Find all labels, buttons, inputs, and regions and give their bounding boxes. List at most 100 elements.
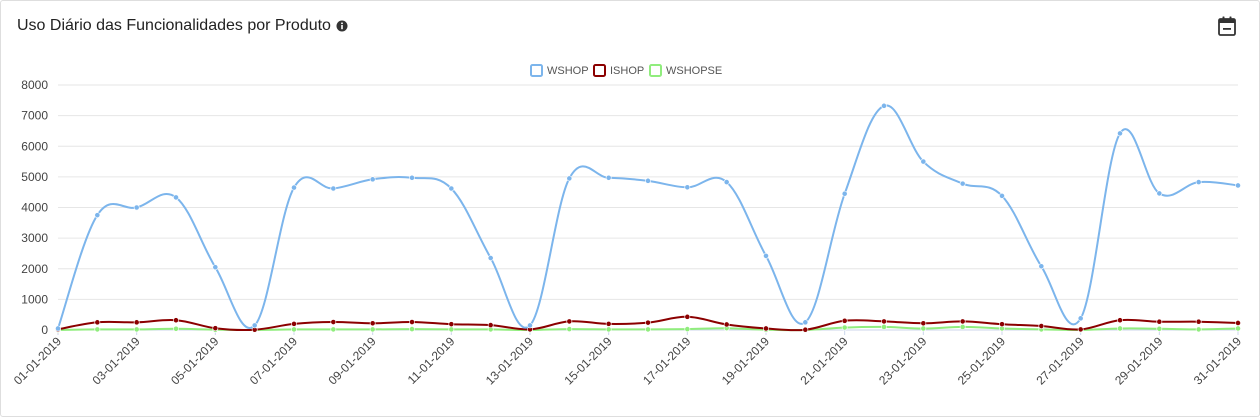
y-tick-label: 1000 [21, 292, 48, 306]
data-point[interactable] [369, 320, 376, 327]
x-tick-label: 23-01-2019 [876, 334, 930, 388]
x-tick-label: 13-01-2019 [483, 334, 537, 388]
data-point[interactable] [1195, 326, 1202, 333]
data-point[interactable] [605, 174, 612, 181]
data-point[interactable] [291, 184, 297, 191]
data-point[interactable] [1117, 317, 1123, 324]
data-point[interactable] [605, 320, 612, 327]
data-point[interactable] [527, 322, 533, 329]
data-point[interactable] [330, 326, 337, 333]
data-point[interactable] [802, 319, 809, 326]
data-point[interactable] [409, 174, 415, 181]
data-point[interactable] [369, 326, 376, 333]
data-point[interactable] [999, 192, 1005, 199]
data-point[interactable] [841, 190, 848, 197]
data-point[interactable] [330, 319, 337, 325]
data-point[interactable] [291, 320, 297, 327]
data-point[interactable] [959, 318, 966, 325]
data-point[interactable] [1038, 263, 1045, 270]
data-point[interactable] [369, 176, 376, 183]
data-point[interactable] [133, 319, 140, 326]
x-tick-label: 05-01-2019 [168, 334, 222, 388]
data-point[interactable] [1156, 318, 1163, 325]
data-point[interactable] [448, 326, 455, 333]
legend-swatch [649, 64, 662, 77]
data-point[interactable] [94, 319, 101, 326]
data-point[interactable] [566, 318, 573, 325]
data-point[interactable] [802, 326, 809, 333]
data-point[interactable] [1117, 130, 1123, 137]
data-point[interactable] [723, 179, 730, 185]
data-point[interactable] [841, 317, 848, 324]
data-point[interactable] [684, 313, 691, 320]
data-point[interactable] [645, 319, 651, 326]
data-point[interactable] [881, 318, 887, 325]
data-point[interactable] [1235, 182, 1241, 189]
calendar-button[interactable] [1217, 15, 1237, 37]
data-point[interactable] [763, 252, 769, 259]
data-point[interactable] [448, 185, 455, 192]
data-point[interactable] [841, 324, 848, 331]
legend-item-wshop[interactable]: WSHOP [530, 64, 589, 77]
data-point[interactable] [1156, 325, 1163, 332]
data-point[interactable] [55, 325, 61, 332]
legend-item-ishop[interactable]: ISHOP [593, 64, 644, 77]
data-point[interactable] [605, 326, 612, 333]
data-point[interactable] [212, 325, 219, 332]
data-point[interactable] [251, 322, 258, 329]
data-point[interactable] [409, 326, 415, 332]
data-point[interactable] [881, 324, 887, 330]
data-point[interactable] [448, 321, 455, 328]
data-point[interactable] [409, 319, 415, 325]
data-point[interactable] [920, 158, 927, 165]
y-tick-label: 3000 [21, 231, 48, 245]
data-point[interactable] [133, 326, 140, 333]
data-point[interactable] [1235, 320, 1241, 326]
data-point[interactable] [173, 194, 179, 201]
series-ishop [55, 313, 1241, 333]
y-tick-label: 2000 [21, 262, 48, 276]
data-point[interactable] [487, 322, 494, 328]
data-point[interactable] [1156, 190, 1163, 197]
data-point[interactable] [566, 326, 573, 332]
x-tick-label: 01-01-2019 [11, 334, 65, 388]
data-point[interactable] [566, 175, 573, 182]
data-point[interactable] [684, 326, 691, 332]
data-point[interactable] [881, 102, 887, 109]
data-point[interactable] [1235, 325, 1241, 332]
data-point[interactable] [763, 325, 769, 332]
data-point[interactable] [173, 325, 179, 332]
legend-swatch [593, 64, 606, 77]
y-tick-label: 0 [41, 323, 48, 337]
data-point[interactable] [330, 185, 337, 192]
data-point[interactable] [920, 325, 927, 332]
data-point[interactable] [684, 184, 691, 191]
data-point[interactable] [1077, 315, 1084, 322]
x-tick-label: 29-01-2019 [1112, 334, 1166, 388]
x-tick-label: 11-01-2019 [405, 334, 458, 387]
data-point[interactable] [920, 320, 927, 327]
info-circle-icon[interactable] [336, 20, 348, 32]
data-point[interactable] [133, 204, 140, 211]
data-point[interactable] [94, 212, 101, 219]
data-point[interactable] [94, 326, 101, 333]
data-point[interactable] [291, 326, 297, 333]
data-point[interactable] [1117, 325, 1123, 332]
data-point[interactable] [1195, 179, 1202, 185]
data-point[interactable] [645, 177, 651, 184]
data-point[interactable] [487, 255, 494, 261]
data-point[interactable] [645, 326, 651, 333]
data-point[interactable] [959, 180, 966, 187]
data-point[interactable] [1077, 326, 1084, 333]
data-point[interactable] [1038, 323, 1045, 329]
x-tick-label: 17-01-2019 [640, 334, 694, 388]
y-tick-label: 7000 [21, 109, 48, 123]
data-point[interactable] [1195, 318, 1202, 325]
series-line[interactable] [57, 104, 1239, 329]
legend-item-wshopse[interactable]: WSHOPSE [649, 64, 722, 77]
data-point[interactable] [999, 321, 1005, 328]
data-point[interactable] [173, 317, 179, 324]
data-point[interactable] [212, 264, 219, 271]
data-point[interactable] [723, 321, 730, 328]
data-point[interactable] [959, 324, 966, 330]
